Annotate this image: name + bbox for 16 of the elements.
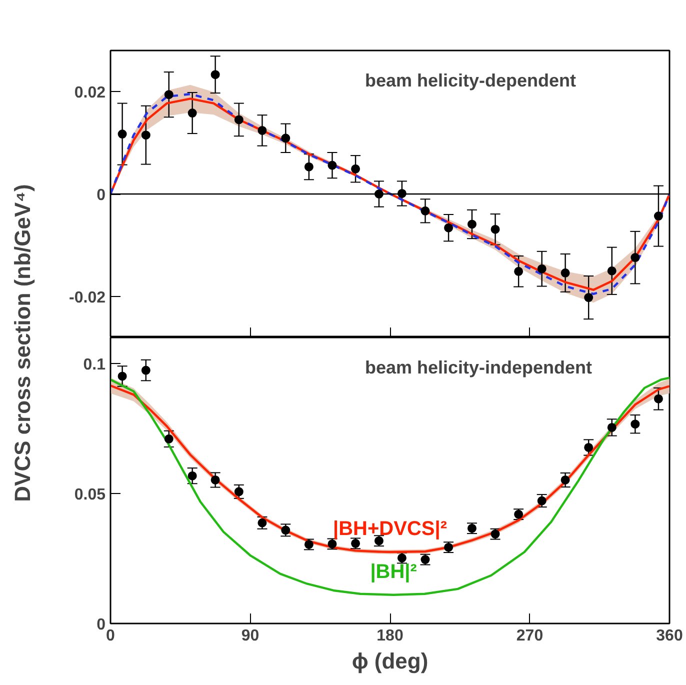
x-tick-label: 360 <box>656 628 683 644</box>
x-tick-label: 180 <box>376 628 404 644</box>
series-label: |BH+DVCS|² <box>333 518 448 540</box>
x-axis-title: ϕ (deg) <box>352 648 428 674</box>
x-tick-label: 90 <box>241 628 260 644</box>
y-tick-label: 0 <box>96 187 106 204</box>
y-axis-title: DVCS cross section (nb/GeV⁴) <box>10 184 35 502</box>
y-tick-label: 0.05 <box>74 486 106 504</box>
y-tick-label: -0.02 <box>69 290 106 306</box>
y-tick-label: 0.02 <box>74 84 106 102</box>
annotation: beam helicity-dependent <box>365 70 576 90</box>
series-label: |BH|² <box>370 560 418 583</box>
y-tick-label: 0.1 <box>83 356 106 374</box>
y-tick-label: 0 <box>96 616 106 634</box>
annotation: beam helicity-independent <box>365 358 592 378</box>
x-tick-label: 270 <box>516 628 544 644</box>
